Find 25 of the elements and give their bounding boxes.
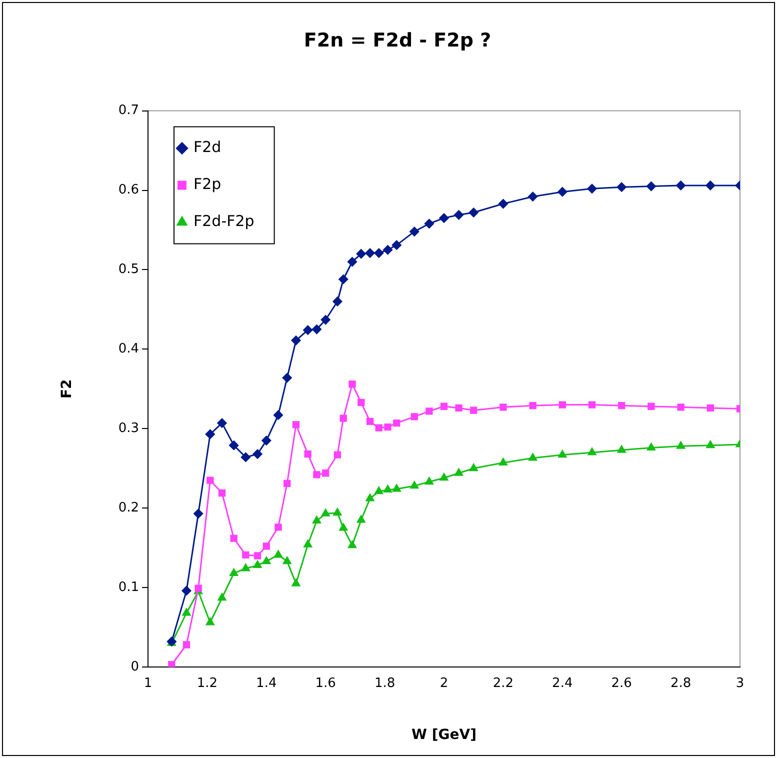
y-tick-label: 0.1 — [118, 580, 139, 595]
x-tick-label: 1.4 — [256, 676, 277, 692]
x-tick-label: 2.8 — [670, 676, 692, 692]
x-tick-label: 3 — [736, 676, 744, 692]
y-tick-label: 0.6 — [118, 182, 139, 198]
y-tick-label: 0.2 — [118, 500, 139, 516]
x-tick-label: 1.8 — [374, 676, 396, 692]
x-tick-label: 1 — [144, 676, 152, 692]
legend-label: F2d-F2p — [194, 212, 254, 230]
x-tick-label: 1.2 — [196, 676, 218, 692]
chart-title: F2n = F2d - F2p ? — [304, 29, 492, 52]
y-axis-title: F2 — [59, 379, 76, 399]
legend-label: F2d — [194, 138, 222, 156]
x-tick-label: 1.6 — [315, 676, 336, 692]
y-tick-label: 0.4 — [118, 342, 139, 357]
legend-label: F2p — [194, 175, 222, 194]
y-tick-label: 0.5 — [118, 262, 139, 278]
x-tick-label: 2 — [440, 676, 448, 692]
x-axis-title: W [GeV] — [412, 727, 476, 744]
x-tick-label: 2.6 — [611, 676, 632, 692]
x-tick-label: 2.2 — [492, 676, 514, 692]
y-tick-label: 0.3 — [118, 421, 139, 436]
y-tick-label: 0.7 — [118, 103, 139, 118]
x-tick-label: 2.4 — [552, 676, 573, 692]
y-tick-label: 0 — [130, 659, 139, 674]
